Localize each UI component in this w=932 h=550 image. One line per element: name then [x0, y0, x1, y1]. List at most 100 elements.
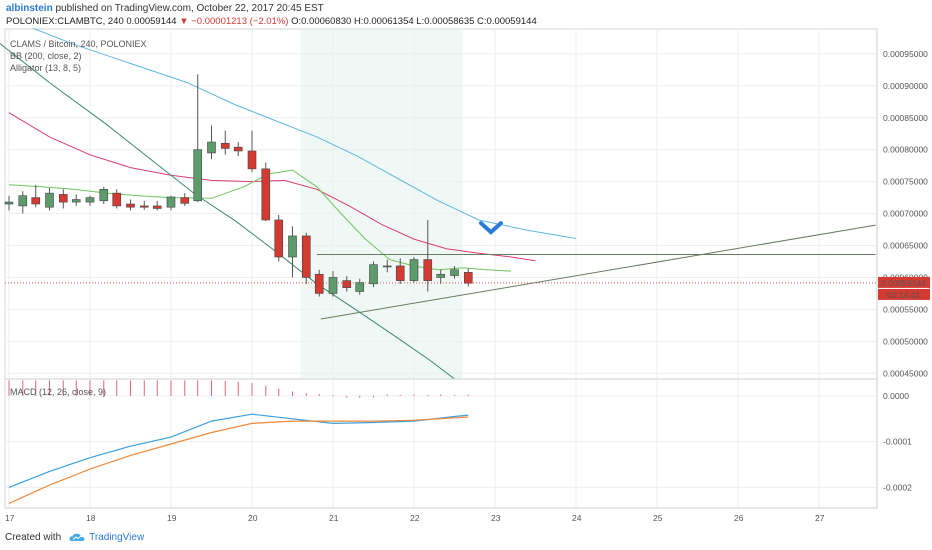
bb-lower-line [0, 42, 455, 380]
bb-study-label[interactable]: BB (200, close, 2) [10, 51, 82, 61]
time-tick-label: 24 [572, 513, 582, 523]
candle [301, 232, 311, 284]
candle [71, 194, 81, 206]
time-tick-label: 26 [734, 513, 744, 523]
price-tick-label: 0.00070000 [883, 209, 928, 219]
candle [112, 189, 122, 209]
candle [261, 162, 271, 222]
tradingview-cloud-icon [69, 533, 85, 542]
candle-body [71, 199, 81, 203]
change-text: ▼ −0.00001213 (−2.01%) [176, 16, 289, 27]
ohlc-text: O:0.00060830 H:0.00061354 L:0.00058635 C… [288, 16, 537, 27]
candle-body [180, 197, 190, 204]
bollinger-bands [0, 27, 577, 380]
candle [463, 268, 473, 287]
candle [180, 193, 190, 206]
candle [247, 130, 257, 173]
signal-line [8, 416, 469, 504]
candle-body [139, 205, 149, 208]
candles [4, 74, 473, 297]
time-tick-label: 18 [86, 513, 96, 523]
candle-body [423, 259, 433, 281]
candle [314, 269, 324, 297]
candle-body [314, 273, 324, 294]
candle-body [369, 264, 378, 285]
candle [450, 265, 459, 279]
candle [328, 271, 338, 297]
chart-header-line2: POLONIEX:CLAMBTC, 240 0.00059144 ▼ −0.00… [6, 16, 537, 27]
macd-line [8, 413, 469, 488]
alligator-study-label[interactable]: Alligator (13, 8, 5) [10, 63, 81, 73]
candle-body [355, 282, 365, 292]
down-arrow-icon [478, 221, 503, 235]
candle [274, 214, 284, 262]
candle-body [207, 141, 216, 154]
candle-body [409, 259, 419, 281]
candle-body [166, 196, 176, 208]
price-tick-label: 0.00075000 [883, 177, 928, 187]
candle-body [4, 201, 14, 205]
candle [18, 191, 28, 214]
main-series-label[interactable]: CLAMS / Bitcoin, 240, POLONIEX [10, 39, 147, 49]
candle [45, 188, 54, 211]
time-tick-label: 25 [653, 513, 663, 523]
macd-histogram [8, 380, 469, 398]
time-tick-label: 22 [410, 513, 420, 523]
candle [207, 125, 216, 160]
candle-body [45, 192, 54, 208]
candle-body [395, 265, 405, 281]
last-price-badge-text: 0.00059144 [881, 278, 926, 288]
candle-body [85, 197, 95, 203]
candle [139, 200, 149, 210]
price-tick-label: 0.00050000 [883, 336, 928, 346]
candle [409, 257, 419, 283]
price-tick-label: 0.00090000 [883, 81, 928, 91]
candle [382, 259, 392, 273]
candle-body [18, 195, 28, 207]
macd-tick-label: -0.0001 [883, 437, 912, 447]
price-tick-label: 0.00095000 [883, 49, 928, 59]
macd-tick-label: -0.0002 [883, 482, 912, 492]
price-tick-label: 0.00055000 [883, 304, 928, 314]
candle [166, 195, 176, 211]
price-axis[interactable]: 0.00095000 0.00090000 0.00085000 0.00080000… [883, 49, 928, 378]
candle-body [126, 203, 135, 208]
time-tick-label: 20 [248, 513, 258, 523]
macd-tick-label: 0.0000 [883, 391, 909, 401]
candle [220, 130, 230, 155]
price-tick-label: 0.00080000 [883, 145, 928, 155]
time-axis[interactable]: 17 18 19 20 21 22 23 24 25 26 27 [5, 513, 825, 523]
tradingview-brand[interactable]: TradingView [89, 532, 145, 543]
bb-middle-line [8, 112, 536, 262]
macd-study-label[interactable]: MACD (12, 26, close, 9) [10, 387, 106, 397]
macd-axis[interactable]: 0.0000 -0.0001 -0.0002 [883, 391, 912, 492]
countdown-badge-text: 02:14:41 [887, 290, 920, 300]
candle-body [328, 277, 338, 294]
countdown-badge [878, 288, 930, 300]
created-with-text: Created with [5, 532, 62, 543]
candle [58, 189, 68, 209]
candle-body [58, 194, 68, 203]
candle-body [220, 143, 230, 149]
candle-body [233, 146, 243, 152]
candle [99, 186, 109, 204]
candle-body [301, 235, 311, 278]
candle-body [247, 150, 257, 170]
trendline [320, 224, 876, 320]
candle-body [261, 168, 271, 221]
candle [288, 226, 297, 278]
candle [395, 258, 405, 284]
published-text: published on TradingView.com, October 22… [52, 3, 324, 14]
author-name[interactable]: albinstein [6, 3, 53, 14]
bb-upper-line [33, 27, 577, 239]
highlight-range [300, 30, 463, 379]
candle-body [112, 192, 122, 207]
candle [85, 195, 95, 206]
candle-body [152, 205, 162, 209]
symbol-text: POLONIEX:CLAMBTC, 240 0.00059144 [6, 16, 177, 27]
candle [4, 195, 14, 211]
candle [152, 200, 162, 211]
candle-body [463, 272, 473, 284]
candle-body [31, 197, 41, 205]
